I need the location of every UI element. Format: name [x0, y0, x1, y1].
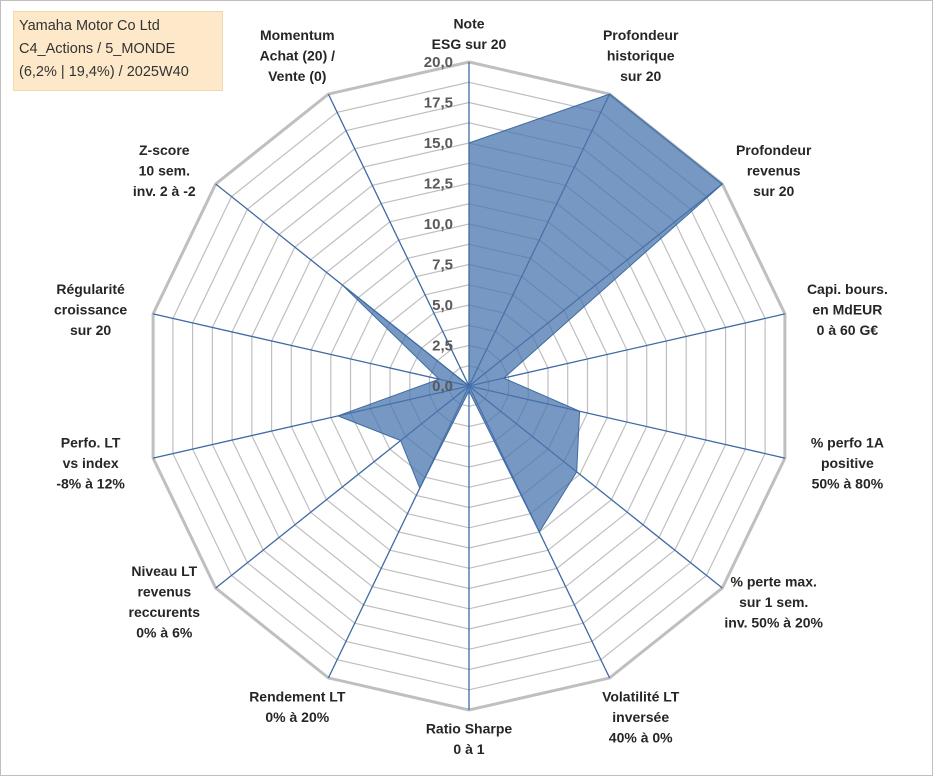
axis-label: revenus — [137, 584, 191, 600]
axis-label: Régularité — [56, 281, 125, 297]
axis-label: Profondeur — [603, 27, 679, 43]
axis-label: 40% à 0% — [609, 729, 673, 745]
tick-label: 2,5 — [432, 338, 453, 355]
tick-label: 15,0 — [424, 135, 453, 152]
axis-label: sur 20 — [70, 322, 111, 338]
axis-label: Profondeur — [736, 142, 812, 158]
tick-label: 12,5 — [424, 176, 453, 193]
title-line-portfolio: C4_Actions / 5_MONDE — [19, 41, 176, 57]
axis-label: ESG sur 20 — [432, 36, 507, 52]
axis-label: Niveau LT — [131, 563, 197, 579]
axis-spoke — [327, 93, 470, 387]
axis-label: revenus — [747, 163, 801, 179]
axis-label: positive — [821, 455, 874, 471]
axis-label-group: Perfo. LT vs index -8% à 12% — [56, 435, 125, 492]
axis-label-group: Note ESG sur 20 — [432, 16, 507, 53]
title-line-company: Yamaha Motor Co Ltd — [19, 18, 160, 34]
axis-label: Momentum — [260, 27, 335, 43]
axis-label-group: Régularité croissance sur 20 — [54, 281, 127, 338]
axis-label: 0 à 60 G€ — [817, 322, 879, 338]
tick-label: 10,0 — [424, 216, 453, 233]
axis-label: 10 sem. — [139, 163, 190, 179]
tick-labels: 0,0 2,5 5,0 7,5 10,0 12,5 15,0 17,5 20,0 — [424, 54, 453, 395]
axis-label: inversée — [612, 709, 669, 725]
tick-label: 20,0 — [424, 54, 453, 71]
axis-label: 0% à 20% — [265, 709, 329, 725]
axis-label-group: Profondeur historique sur 20 — [603, 27, 679, 84]
axis-labels: Note ESG sur 20 Profondeur historique sur 20… — [54, 16, 888, 758]
axis-label: Rendement LT — [249, 688, 346, 704]
axis-label: historique — [607, 48, 675, 64]
axis-label-group: Niveau LT revenus reccurents 0% à 6% — [129, 563, 201, 641]
axis-label: 50% à 80% — [812, 476, 884, 492]
tick-label: 5,0 — [432, 297, 453, 314]
axis-label: % perfo 1A — [811, 435, 884, 451]
axis-label: Capi. bours. — [807, 281, 888, 297]
axis-label: Volatilité LT — [602, 688, 680, 704]
axis-label-group: Rendement LT 0% à 20% — [249, 688, 346, 725]
axis-label: croissance — [54, 301, 127, 317]
tick-label: 0,0 — [432, 378, 453, 395]
axis-label: -8% à 12% — [56, 476, 125, 492]
title-box: Yamaha Motor Co Ltd C4_Actions / 5_MONDE… — [13, 11, 223, 91]
title-line-period: (6,2% | 19,4%) / 2025W40 — [19, 64, 189, 80]
axis-label-group: Z-score 10 sem. inv. 2 à -2 — [133, 142, 196, 199]
axis-label: sur 20 — [753, 183, 794, 199]
axis-label: Achat (20) / — [260, 48, 336, 64]
axis-label-group: Volatilité LT inversée 40% à 0% — [602, 688, 680, 745]
axis-label-group: Profondeur revenus sur 20 — [736, 142, 812, 199]
axis-label: vs index — [63, 455, 119, 471]
axis-label-group: % perte max. sur 1 sem. inv. 50% à 20% — [724, 574, 823, 631]
axis-label: Note — [453, 16, 484, 32]
axis-label: inv. 2 à -2 — [133, 183, 196, 199]
axis-label-group: % perfo 1A positive 50% à 80% — [811, 435, 884, 492]
axis-label-group: Ratio Sharpe 0 à 1 — [426, 721, 513, 758]
axis-label: % perte max. — [731, 574, 817, 590]
axis-label: reccurents — [129, 604, 201, 620]
axis-spoke — [468, 313, 786, 387]
tick-label: 7,5 — [432, 257, 453, 274]
series-area — [336, 93, 724, 534]
axis-label-group: Momentum Achat (20) / Vente (0) — [260, 27, 336, 84]
axis-label: Perfo. LT — [61, 435, 121, 451]
axis-label: Ratio Sharpe — [426, 721, 513, 737]
axis-label: sur 1 sem. — [739, 594, 808, 610]
axis-spoke — [152, 313, 470, 387]
axis-label: 0% à 6% — [136, 625, 193, 641]
axis-label-group: Capi. bours. en MdEUR 0 à 60 G€ — [807, 281, 888, 338]
axis-label: en MdEUR — [812, 301, 882, 317]
axis-label: inv. 50% à 20% — [724, 615, 823, 631]
axis-label: Vente (0) — [268, 68, 326, 84]
axis-label: Z-score — [139, 142, 190, 158]
axis-label: sur 20 — [620, 68, 661, 84]
series-polygon — [336, 93, 724, 534]
axis-label: 0 à 1 — [453, 741, 484, 757]
tick-label: 17,5 — [424, 95, 453, 112]
